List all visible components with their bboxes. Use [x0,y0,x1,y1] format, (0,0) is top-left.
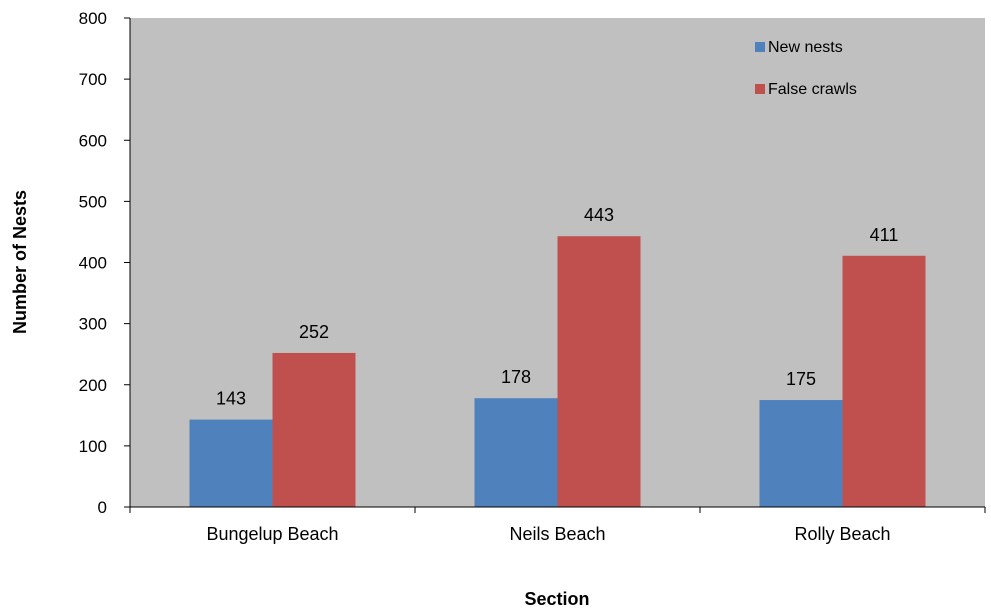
legend-label: New nests [768,39,843,56]
bar [842,255,926,507]
data-label: 175 [786,369,816,389]
legend-swatch [755,42,765,52]
bar [272,352,356,507]
legend-swatch [755,84,765,94]
x-tick-label: Bungelup Beach [206,524,338,544]
bar [557,236,641,507]
data-labels-group: 143 252 178 443 175 411 [216,205,898,408]
y-tick-label: 200 [79,376,107,395]
y-tick-label: 400 [79,254,107,273]
x-axis-ticks: Bungelup Beach Neils Beach Rolly Beach [129,507,986,544]
y-axis-ticks: 0 100 200 300 400 500 600 700 800 [79,9,130,517]
bar [189,419,273,507]
bar [759,400,843,507]
y-tick-label: 0 [98,498,107,517]
x-tick-label: Rolly Beach [794,524,890,544]
y-tick-label: 600 [79,131,107,150]
bars-group [189,236,926,507]
data-label: 443 [584,205,614,225]
x-axis-title: Section [524,589,589,609]
data-label: 252 [299,322,329,342]
x-tick-label: Neils Beach [509,524,605,544]
data-label: 178 [501,367,531,387]
y-axis-title: Number of Nests [10,190,30,334]
bar [474,398,558,507]
y-tick-label: 500 [79,192,107,211]
legend-label: False crawls [768,81,857,98]
y-tick-label: 300 [79,315,107,334]
y-tick-label: 100 [79,437,107,456]
y-tick-label: 800 [79,9,107,28]
data-label: 143 [216,389,246,409]
data-label: 411 [870,225,899,245]
legend: New nests False crawls [755,39,857,98]
y-tick-label: 700 [79,70,107,89]
